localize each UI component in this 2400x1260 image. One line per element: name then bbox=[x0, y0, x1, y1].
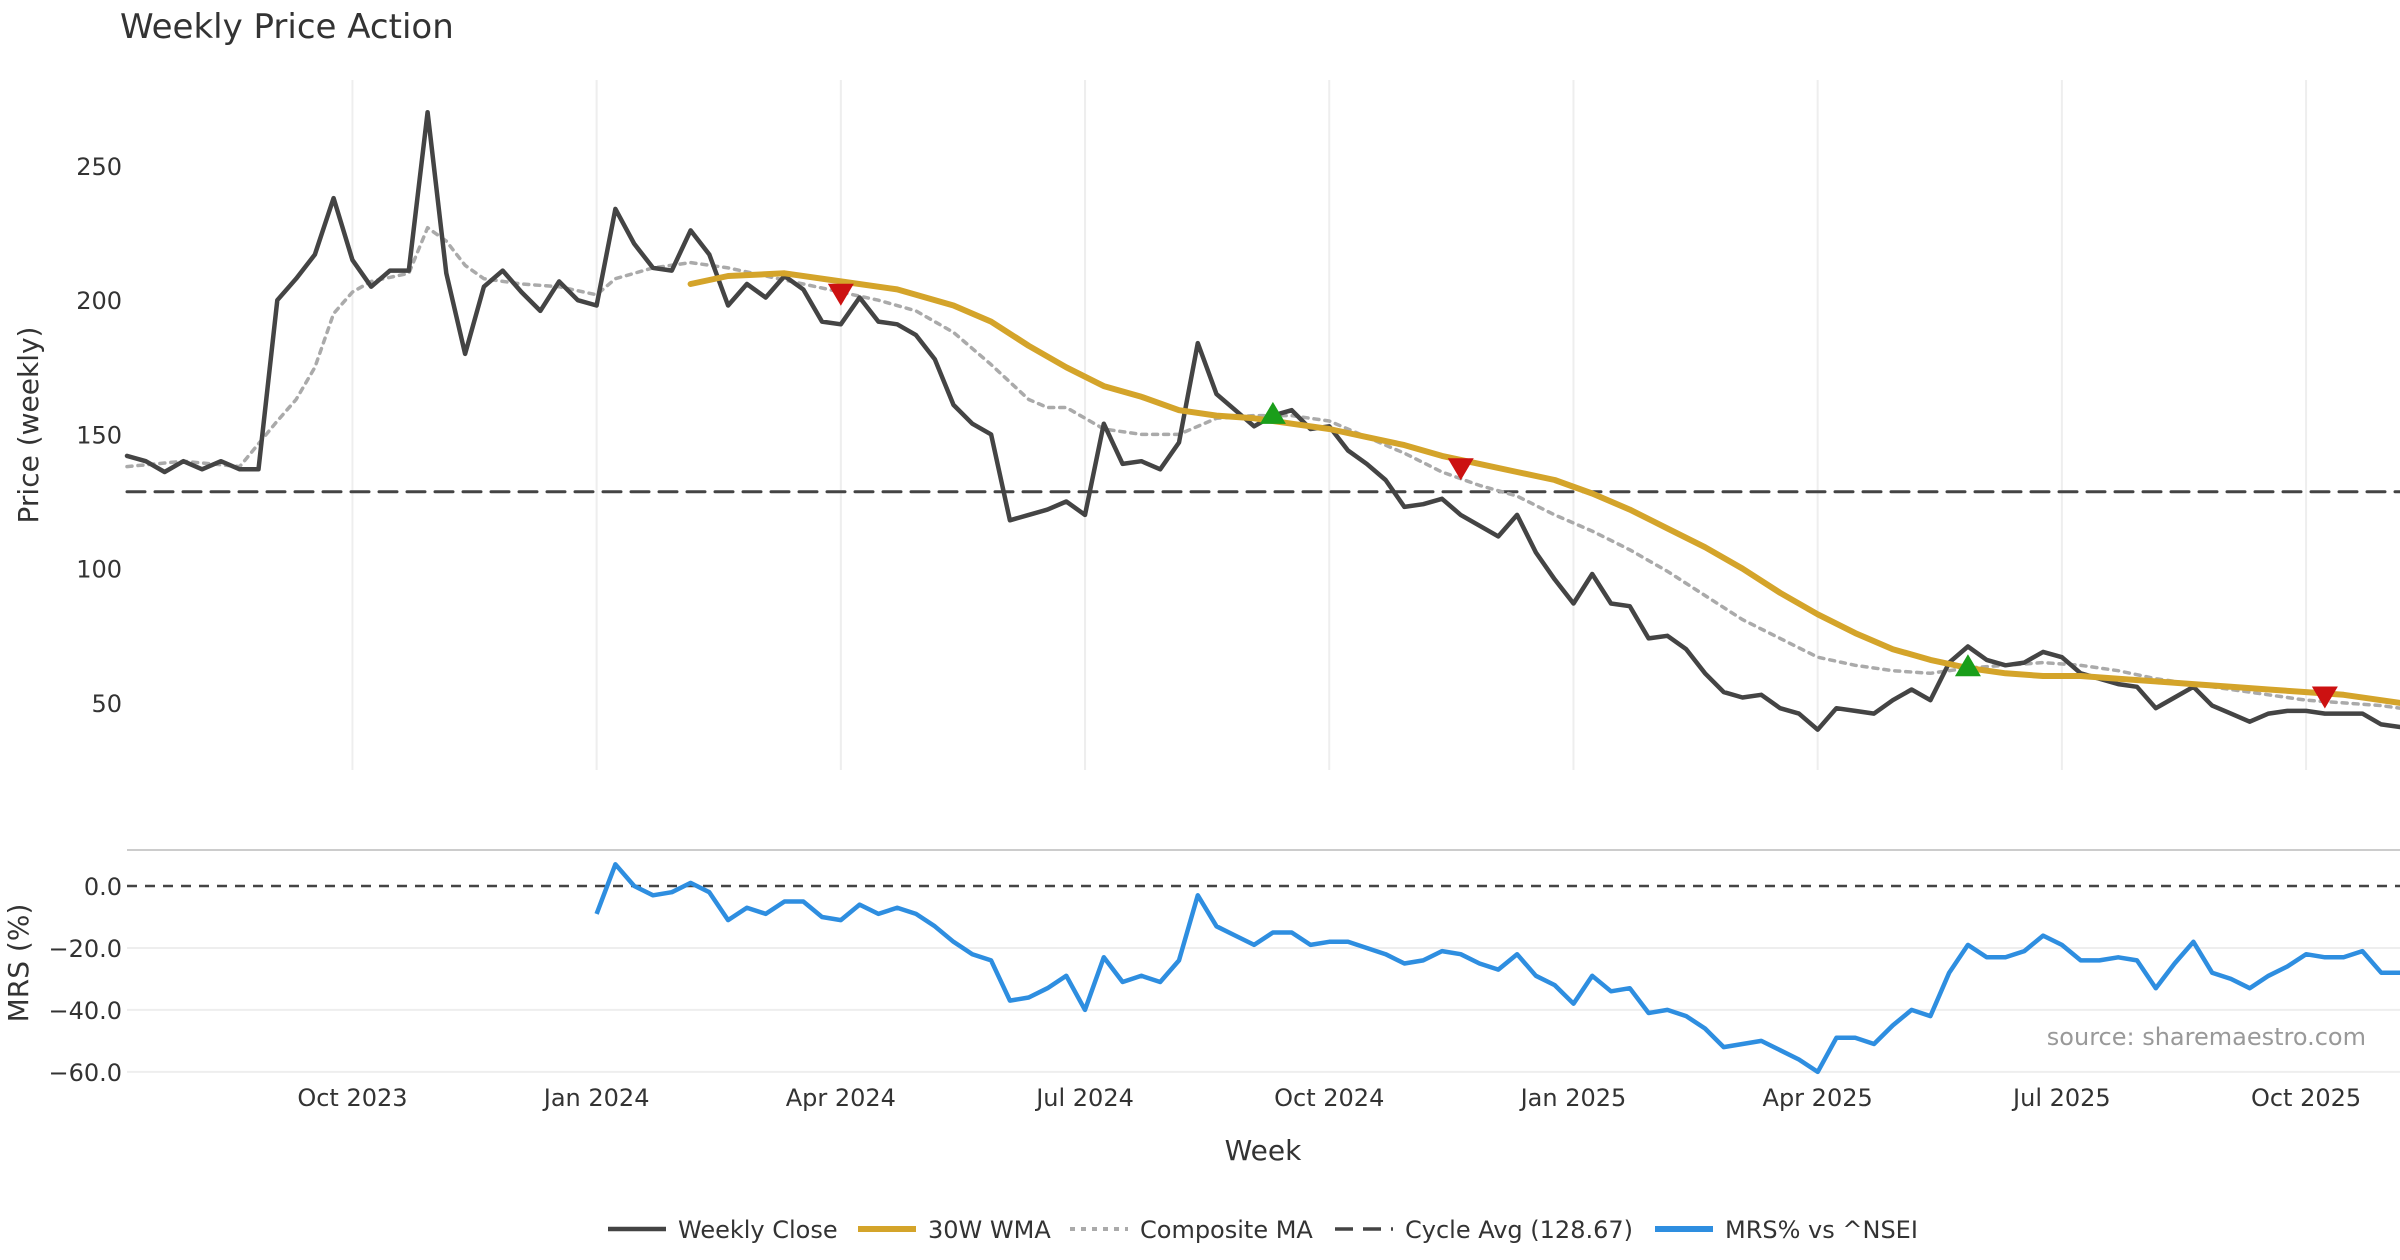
legend-item: Composite MA bbox=[1070, 1216, 1313, 1244]
mrs-y-tick-label: −60.0 bbox=[48, 1059, 122, 1087]
mrs-lines bbox=[594, 862, 2400, 1075]
series-mrs-vs-nsei bbox=[594, 862, 2400, 1075]
legend-label: 30W WMA bbox=[928, 1216, 1051, 1244]
sell-signal-marker bbox=[1447, 458, 1474, 481]
mrs-grid bbox=[127, 884, 2400, 1073]
mrs-y-ticks: 0.0 −20.0 −40.0 −60.0 bbox=[48, 873, 122, 1087]
mrs-y-tick-label: 0.0 bbox=[84, 873, 122, 901]
legend-label: MRS% vs ^NSEI bbox=[1725, 1216, 1918, 1244]
legend: Weekly Close 30W WMA Composite MA Cycle Avg… bbox=[608, 1216, 1918, 1244]
price-y-tick-label: 200 bbox=[76, 287, 122, 315]
price-y-tick-label: 150 bbox=[76, 421, 122, 449]
series-composite-ma bbox=[125, 225, 2400, 710]
mrs-y-tick-label: −40.0 bbox=[48, 997, 122, 1025]
chart-title: Weekly Price Action bbox=[120, 7, 454, 47]
legend-item: 30W WMA bbox=[858, 1216, 1051, 1244]
x-tick-label: Apr 2024 bbox=[786, 1084, 896, 1112]
price-y-ticks: 50 100 150 200 250 bbox=[76, 153, 122, 718]
buy-signal-marker bbox=[1259, 401, 1286, 424]
x-tick-label: Jan 2025 bbox=[1519, 1084, 1627, 1112]
x-tick-label: Apr 2025 bbox=[1763, 1084, 1873, 1112]
sell-signal-marker bbox=[2311, 686, 2338, 709]
legend-item: Cycle Avg (128.67) bbox=[1335, 1216, 1633, 1244]
x-tick-label: Oct 2023 bbox=[297, 1084, 407, 1112]
x-tick-label: Jan 2024 bbox=[542, 1084, 650, 1112]
legend-label: Composite MA bbox=[1140, 1216, 1313, 1244]
x-tick-label: Jul 2024 bbox=[1034, 1084, 1134, 1112]
price-y-axis-label: Price (weekly) bbox=[12, 327, 45, 524]
x-tick-label: Oct 2024 bbox=[1274, 1084, 1384, 1112]
sell-signal-marker bbox=[827, 283, 854, 306]
legend-label: Cycle Avg (128.67) bbox=[1405, 1216, 1633, 1244]
x-axis-ticks: Oct 2023 Jan 2024 Apr 2024 Jul 2024 Oct 2024… bbox=[297, 1084, 2361, 1112]
series-30w-wma bbox=[687, 270, 2400, 706]
mrs-y-axis-label: MRS (%) bbox=[2, 904, 35, 1023]
legend-item: MRS% vs ^NSEI bbox=[1655, 1216, 1918, 1244]
legend-item: Weekly Close bbox=[608, 1216, 838, 1244]
price-y-tick-label: 50 bbox=[91, 690, 122, 718]
x-tick-label: Oct 2025 bbox=[2251, 1084, 2361, 1112]
source-credit: source: sharemaestro.com bbox=[2047, 1023, 2366, 1051]
price-signals bbox=[827, 283, 2338, 709]
x-axis-label: Week bbox=[1225, 1134, 1302, 1167]
price-y-tick-label: 250 bbox=[76, 153, 122, 181]
price-panel: 50 100 150 200 250 Price (weekly) bbox=[12, 80, 2400, 770]
x-tick-label: Jul 2025 bbox=[2011, 1084, 2111, 1112]
mrs-y-tick-label: −20.0 bbox=[48, 935, 122, 963]
mrs-panel: 0.0 −20.0 −40.0 −60.0 MRS (%) source: share… bbox=[2, 862, 2400, 1087]
buy-signal-marker bbox=[1954, 654, 1981, 677]
price-y-tick-label: 100 bbox=[76, 556, 122, 584]
legend-label: Weekly Close bbox=[678, 1216, 838, 1244]
